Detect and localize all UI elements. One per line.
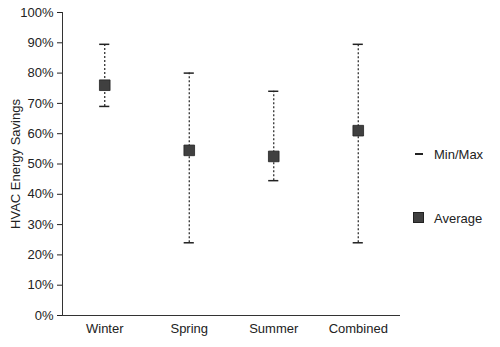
html-text:Min/Max: Min/Max	[434, 146, 484, 162]
svg-text:60%: 60%	[27, 126, 53, 141]
svg-text:100%: 100%	[20, 5, 54, 20]
svg-text:Spring: Spring	[170, 321, 208, 336]
svg-text:HVAC Energy Savings: HVAC Energy Savings	[8, 99, 23, 229]
svg-text:40%: 40%	[27, 186, 53, 201]
svg-text:Summer: Summer	[249, 321, 299, 336]
svg-text:Combined: Combined	[329, 321, 388, 336]
html-text:Average: Average	[434, 210, 483, 226]
svg-text:70%: 70%	[27, 96, 53, 111]
svg-text:0%: 0%	[35, 308, 54, 323]
svg-text:20%: 20%	[27, 247, 53, 262]
svg-text:80%: 80%	[27, 65, 53, 80]
svg-text:30%: 30%	[27, 217, 53, 232]
svg-text:90%: 90%	[27, 35, 53, 50]
svg-text:50%: 50%	[27, 156, 53, 171]
svg-text:10%: 10%	[27, 277, 53, 292]
svg-text:Winter: Winter	[86, 321, 124, 336]
